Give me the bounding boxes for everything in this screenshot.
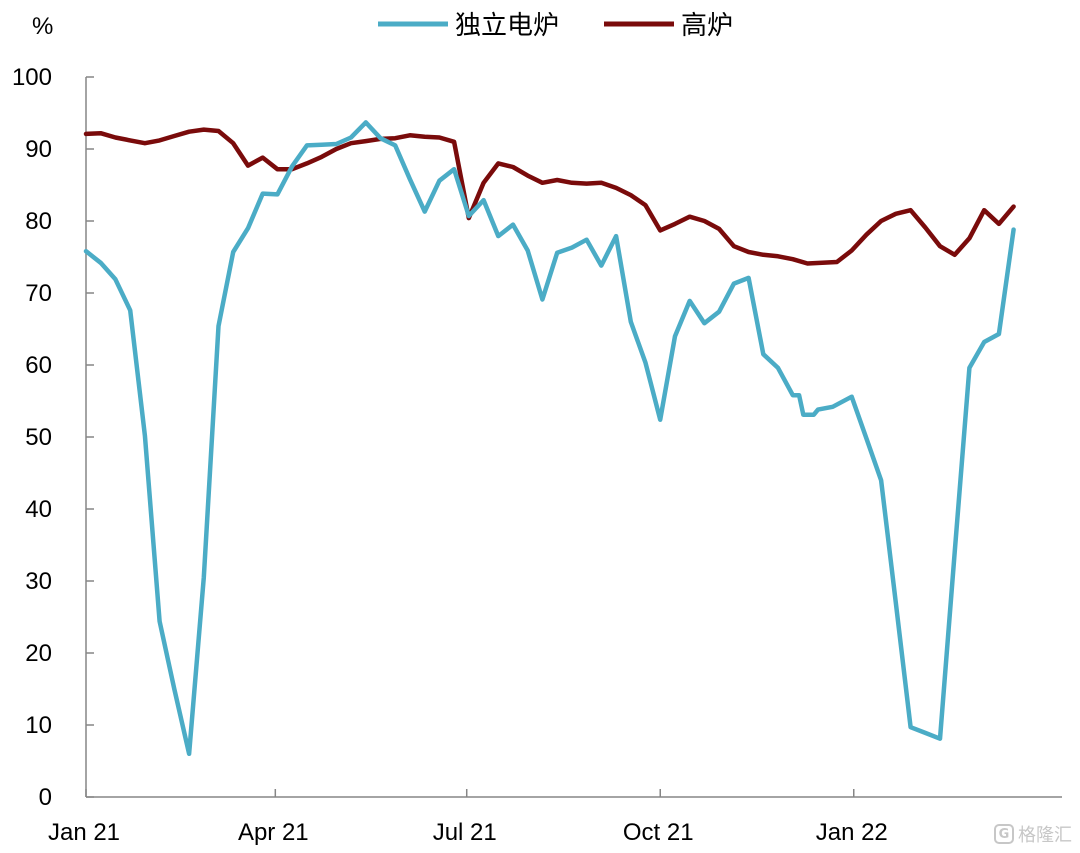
watermark: G 格隆汇 xyxy=(994,821,1072,847)
y-tick-label: 90 xyxy=(25,136,52,163)
watermark-text: 格隆汇 xyxy=(1018,825,1072,846)
y-tick-label: 0 xyxy=(39,784,52,811)
y-tick-label: 70 xyxy=(25,280,52,307)
y-tick-label: 40 xyxy=(25,496,52,523)
y-tick-label: 60 xyxy=(25,352,52,379)
x-tick-label: Apr 21 xyxy=(238,819,309,846)
legend-label-0: 独立电炉 xyxy=(455,11,559,41)
legend-label-1: 高炉 xyxy=(681,11,733,41)
y-tick-label: 10 xyxy=(25,712,52,739)
series-line-1 xyxy=(83,127,1016,266)
x-tick-label: Jan 21 xyxy=(48,819,120,846)
y-tick-label: 20 xyxy=(25,640,52,667)
x-tick-label: Jul 21 xyxy=(433,819,497,846)
series-line-0 xyxy=(83,120,1016,757)
x-tick-label: Oct 21 xyxy=(623,819,694,846)
series-layer xyxy=(83,120,1016,757)
y-tick-label: 50 xyxy=(25,424,52,451)
y-tick-label: 100 xyxy=(12,64,52,91)
y-tick-label: 80 xyxy=(25,208,52,235)
y-tick-label: 30 xyxy=(25,568,52,595)
y-unit-label: % xyxy=(32,13,53,40)
x-tick-label: Jan 22 xyxy=(816,819,888,846)
axes: 0 10 20 30 40 50 60 70 80 90 100 Jan 21 Apr 21 Jul 21… xyxy=(12,64,1062,846)
legend: 独立电炉 高炉 xyxy=(378,11,733,41)
watermark-logo-icon: G xyxy=(994,824,1014,844)
